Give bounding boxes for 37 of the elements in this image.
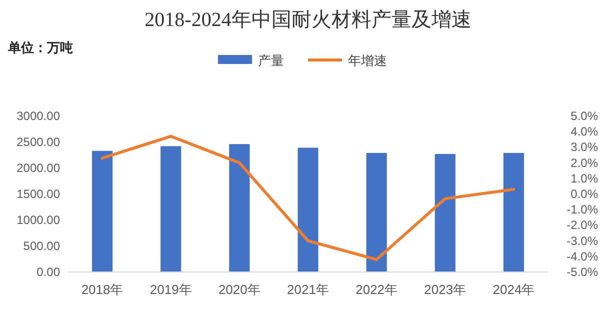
y2-tick-label: 5.0% bbox=[570, 109, 598, 123]
legend-label: 年增速 bbox=[348, 53, 387, 68]
x-tick-label: 2018年 bbox=[81, 282, 124, 297]
y2-tick-label: 4.0% bbox=[570, 124, 598, 139]
bar bbox=[160, 146, 182, 272]
bar bbox=[366, 152, 387, 272]
bar bbox=[434, 154, 456, 272]
x-tick-label: 2024年 bbox=[492, 282, 535, 297]
bar bbox=[503, 152, 524, 272]
y2-tick-label: -3.0% bbox=[566, 234, 598, 248]
bar bbox=[298, 148, 318, 272]
y2-tick-label: 0.0% bbox=[570, 187, 598, 201]
y2-tick-label: 2.0% bbox=[570, 156, 598, 170]
y-tick-label: 0.00 bbox=[36, 265, 60, 279]
y2-tick-label: -2.0% bbox=[566, 218, 598, 232]
y2-tick-label: -5.0% bbox=[566, 265, 598, 279]
x-tick-label: 2022年 bbox=[356, 282, 398, 297]
legend-label: 产量 bbox=[258, 53, 284, 68]
y2-tick-label: 3.0% bbox=[570, 140, 598, 154]
x-tick-label: 2019年 bbox=[150, 282, 192, 297]
line-series bbox=[100, 134, 516, 262]
y-tick-label: 1000.00 bbox=[16, 213, 60, 227]
y-tick-label: 1500.00 bbox=[16, 187, 60, 201]
text: 单位：万吨 bbox=[7, 40, 73, 55]
bar bbox=[229, 144, 250, 272]
y2-tick-label: -4.0% bbox=[566, 249, 598, 264]
chart-title: 2018-2024年中国耐火材料产量及增速 bbox=[144, 9, 472, 31]
y2-tick-label: -1.0% bbox=[566, 202, 598, 217]
x-tick-label: 2020年 bbox=[218, 282, 260, 297]
x-tick-label: 2023年 bbox=[424, 282, 466, 297]
y-tick-label: 500.00 bbox=[23, 239, 60, 253]
bar bbox=[92, 150, 113, 272]
y2-tick-label: 1.0% bbox=[570, 171, 598, 186]
y-tick-label: 3000.00 bbox=[16, 109, 60, 123]
y-tick-label: 2000.00 bbox=[16, 161, 60, 175]
y-tick-label: 2500.00 bbox=[16, 135, 60, 149]
x-tick-label: 2021年 bbox=[287, 282, 329, 297]
